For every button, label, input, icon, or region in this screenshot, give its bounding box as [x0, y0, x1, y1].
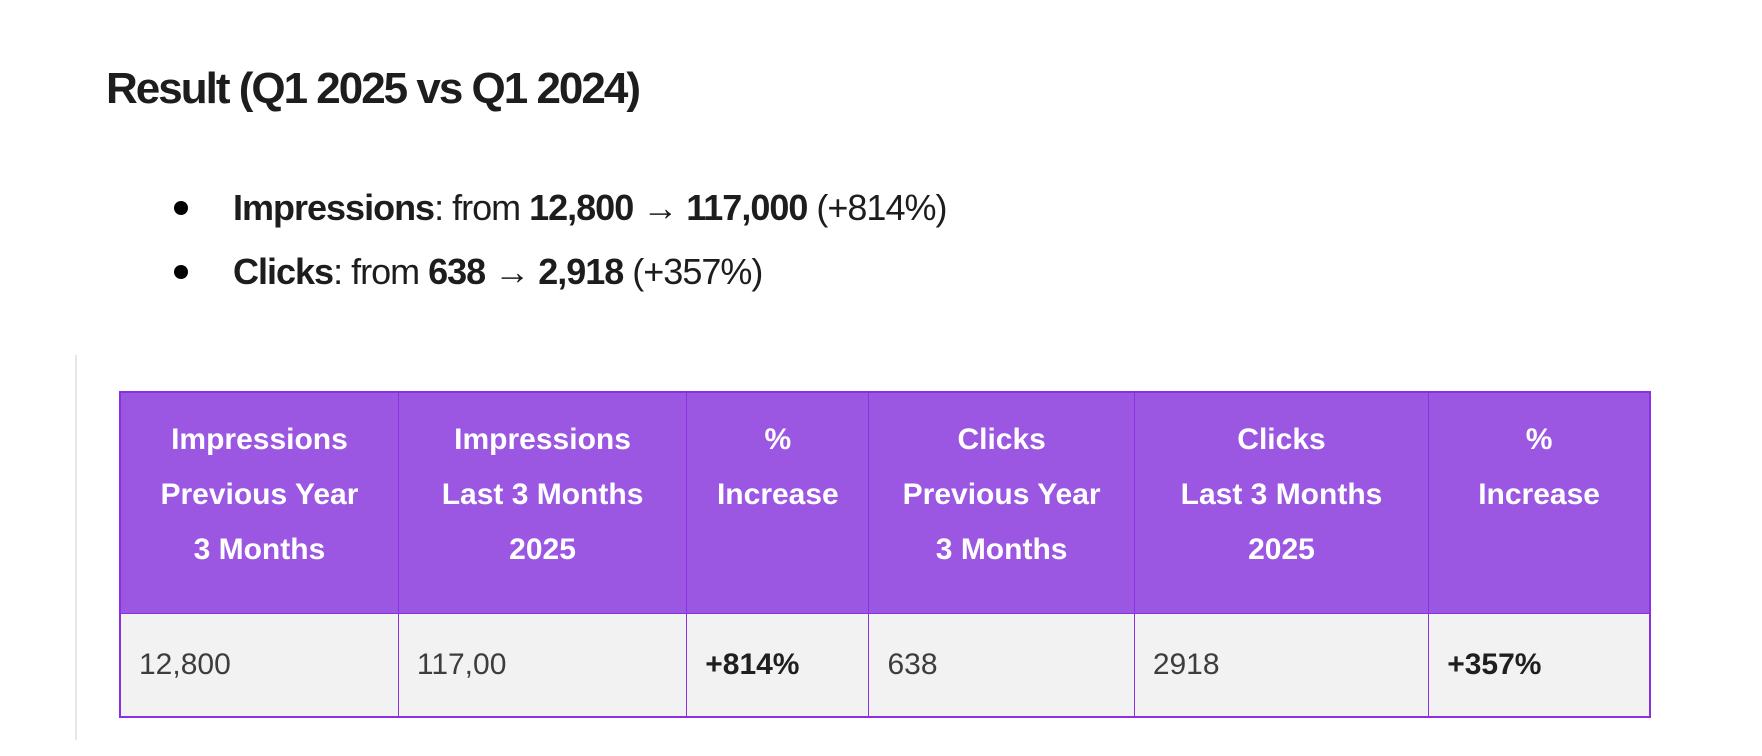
- list-item-text: Clicks: from 638 → 2,918 (+357%): [233, 251, 763, 292]
- page-title: Result (Q1 2025 vs Q1 2024): [106, 64, 641, 113]
- column-header: Clicks Previous Year 3 Months: [868, 391, 1135, 614]
- table-cell: +814%: [686, 613, 870, 717]
- table-cell: 2918: [1133, 613, 1430, 717]
- left-margin-rule: [75, 355, 77, 740]
- column-header: % Increase: [686, 391, 870, 614]
- column-header: Clicks Last 3 Months 2025: [1133, 391, 1430, 614]
- results-list: Impressions: from 12,800 → 117,000 (+814…: [174, 186, 947, 314]
- list-item-text: Impressions: from 12,800 → 117,000 (+814…: [233, 187, 947, 228]
- table-header-row: Impressions Previous Year 3 Months Impressi…: [119, 391, 1651, 614]
- table-row: 12,800 117,00 +814% 638 2918 +357%: [119, 613, 1651, 717]
- table-cell: 12,800: [119, 613, 399, 717]
- bullet-icon: [174, 265, 188, 279]
- table-cell: 638: [868, 613, 1135, 717]
- bullet-icon: [174, 201, 188, 215]
- column-header: % Increase: [1428, 391, 1651, 614]
- list-item: Clicks: from 638 → 2,918 (+357%): [174, 250, 946, 294]
- table-cell: +357%: [1428, 613, 1651, 717]
- table-body: 12,800 117,00 +814% 638 2918 +357%: [119, 613, 1651, 717]
- column-header: Impressions Previous Year 3 Months: [119, 391, 399, 614]
- table-cell: 117,00: [397, 613, 688, 717]
- column-header: Impressions Last 3 Months 2025: [397, 391, 688, 614]
- metrics-table: Impressions Previous Year 3 Months Impressi…: [119, 391, 1651, 718]
- list-item: Impressions: from 12,800 → 117,000 (+814…: [174, 186, 947, 230]
